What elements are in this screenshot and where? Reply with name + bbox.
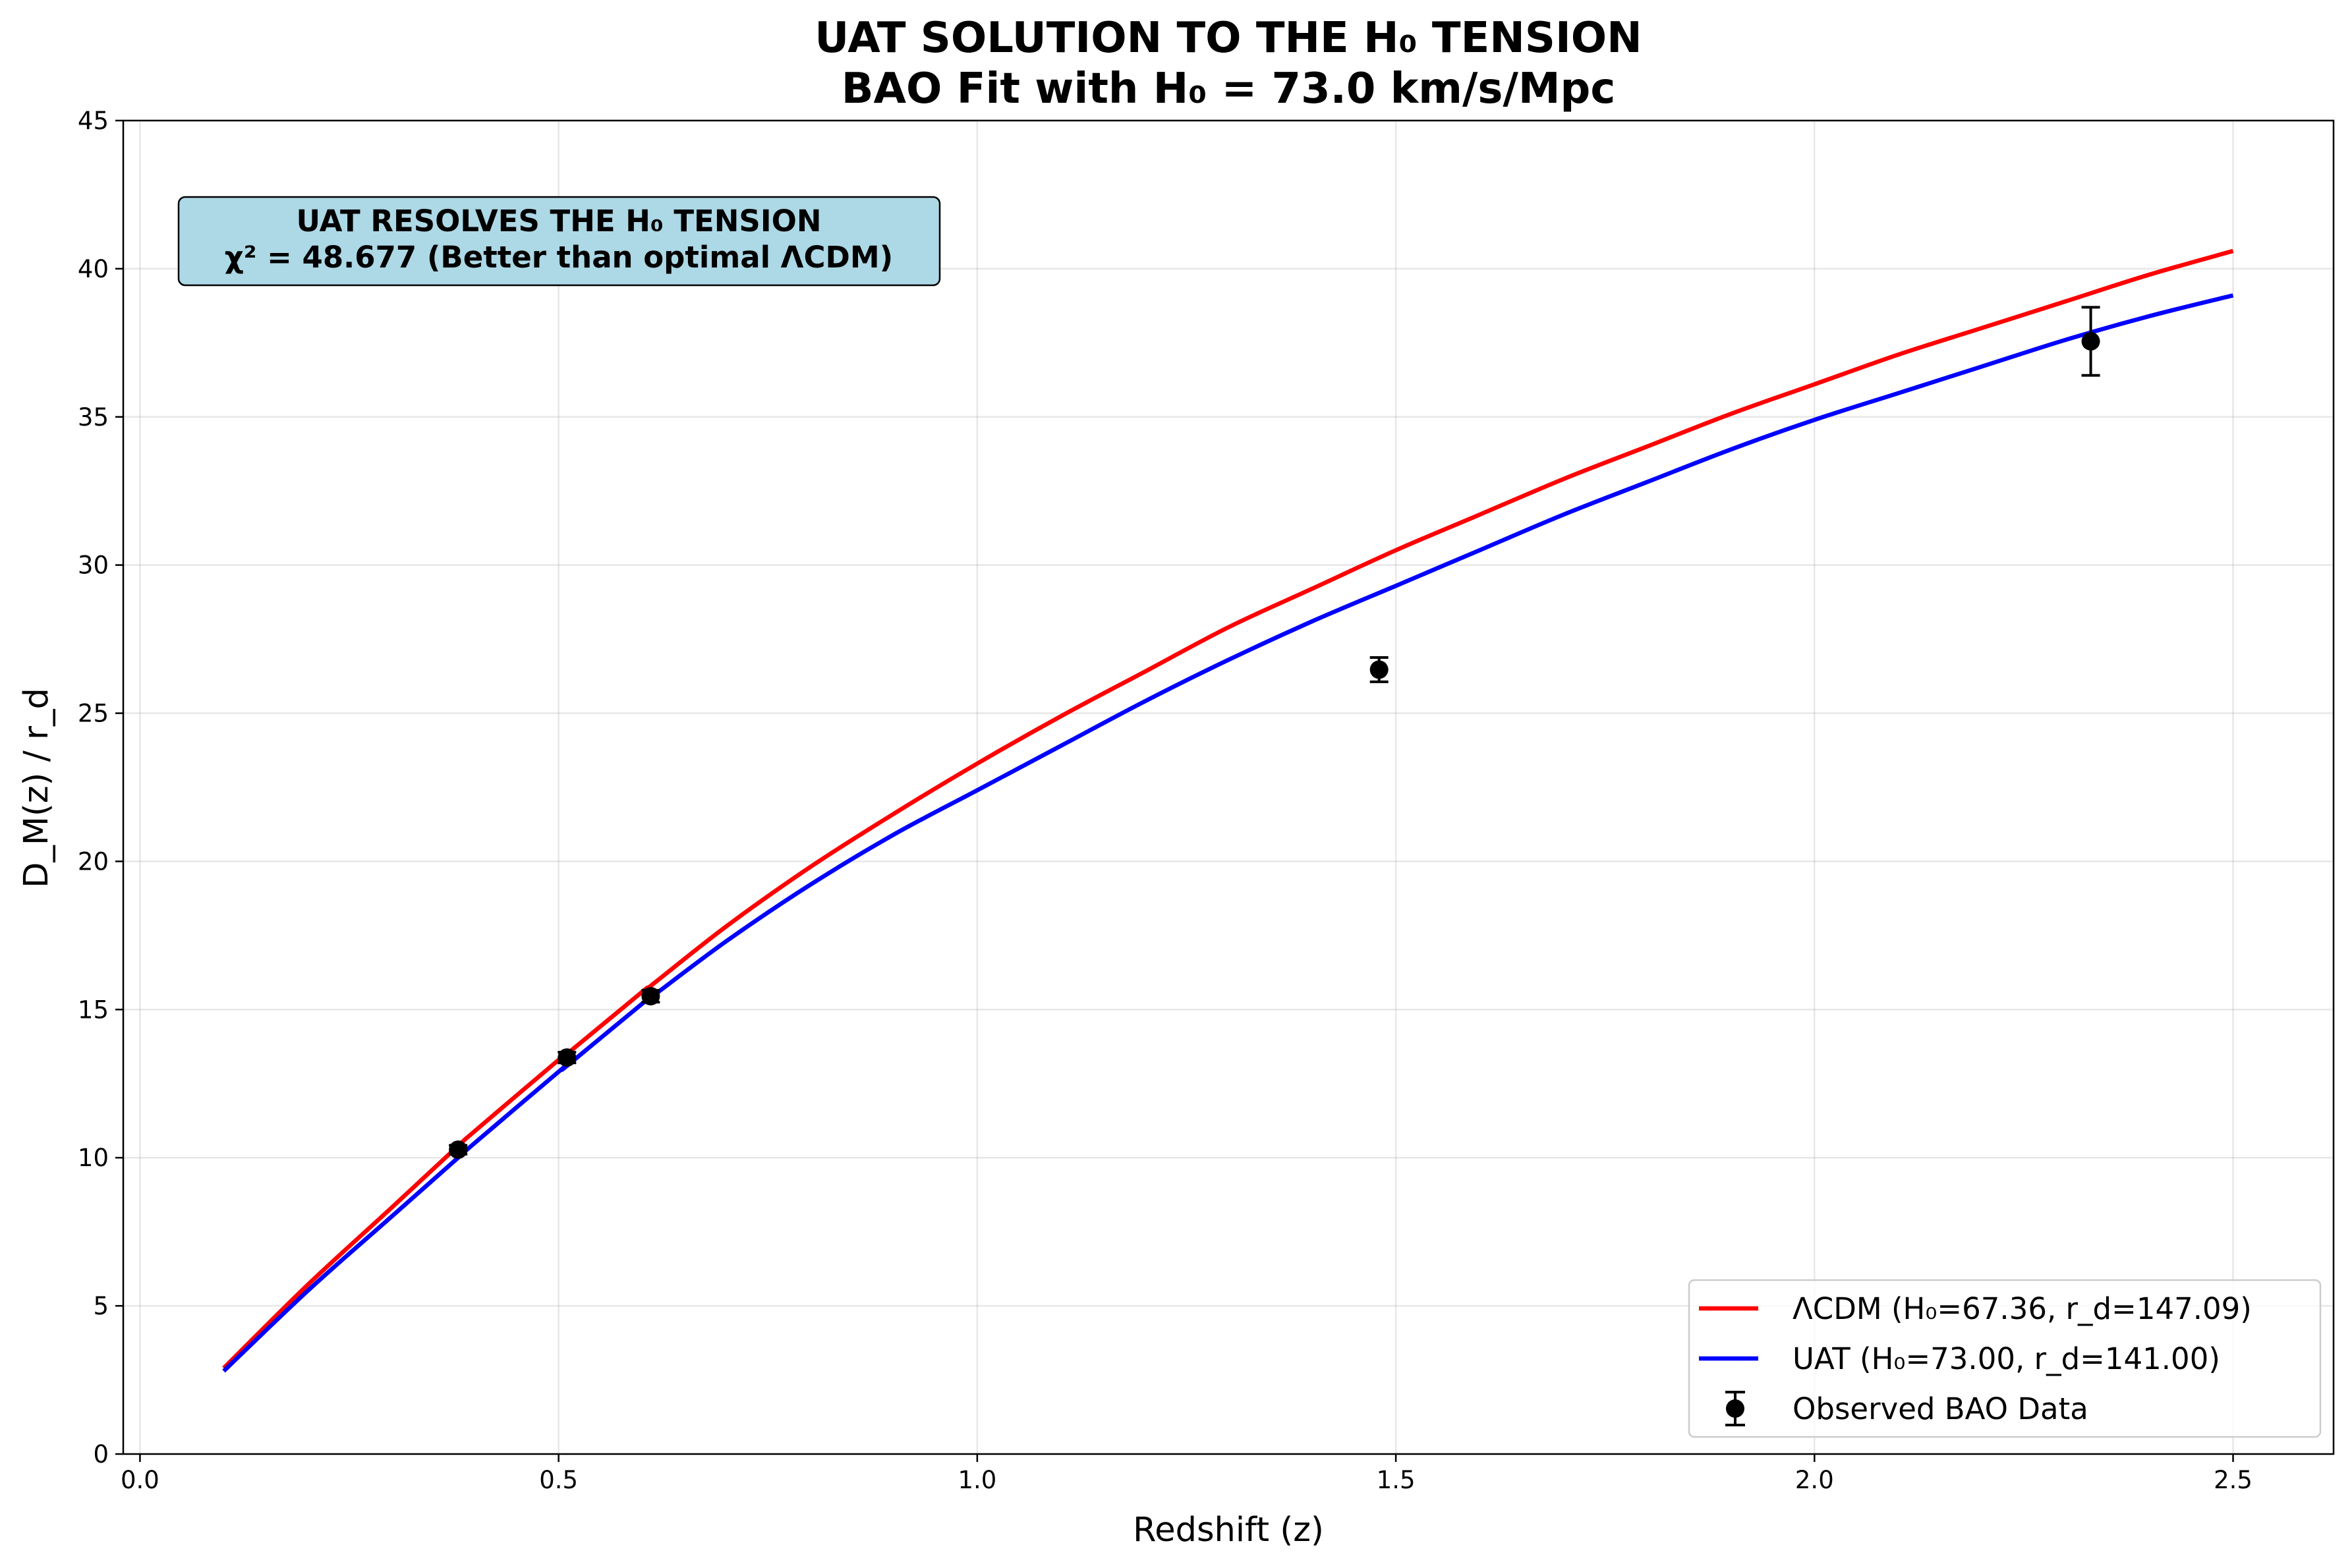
data-marker	[558, 1048, 577, 1067]
data-point	[449, 1140, 468, 1160]
y-tick-label: 20	[78, 847, 109, 876]
legend-frame	[1688, 1279, 2322, 1438]
legend: ΛCDM (H₀=67.36, r_d=147.09) UAT (H₀=73.0…	[1688, 1279, 2322, 1438]
x-tick-label: 1.0	[958, 1466, 996, 1494]
y-tick-label: 0	[93, 1440, 109, 1469]
x-tick-label: 2.5	[2214, 1466, 2252, 1494]
plot-frame	[122, 119, 2335, 1455]
data-marker	[449, 1140, 468, 1160]
annotation-box: UAT RESOLVES THE H₀ TENSION χ² = 48.677 …	[177, 196, 941, 287]
y-tick-label: 25	[78, 700, 109, 728]
data-point	[558, 1048, 577, 1067]
legend-label-uat: UAT (H₀=73.00, r_d=141.00)	[1793, 1341, 2220, 1376]
y-tick-label: 15	[78, 995, 109, 1024]
series-layer	[222, 248, 2234, 1373]
annotation-line-2: χ² = 48.677 (Better than optimal ΛCDM)	[225, 240, 893, 275]
annotation-line-1: UAT RESOLVES THE H₀ TENSION	[297, 204, 822, 238]
annotation-background	[177, 196, 941, 287]
x-tick-label: 2.0	[1795, 1466, 1834, 1494]
y-tick-label: 40	[78, 255, 109, 283]
data-point	[1369, 656, 1389, 683]
data-marker	[641, 987, 660, 1006]
data-marker	[1369, 660, 1389, 679]
data-point	[2081, 306, 2100, 377]
y-tick-label: 45	[78, 107, 109, 135]
x-tick-label: 1.5	[1377, 1466, 1416, 1494]
data-marker	[2081, 332, 2100, 351]
y-tick-label: 30	[78, 551, 109, 580]
y-tick-label: 10	[78, 1144, 109, 1172]
legend-label-observed: Observed BAO Data	[1793, 1391, 2088, 1426]
data-point	[641, 987, 660, 1006]
chart-title: UAT SOLUTION TO THE H₀ TENSION	[815, 14, 1642, 63]
chart-subtitle: BAO Fit with H₀ = 73.0 km/s/Mpc	[842, 65, 1616, 113]
y-tick-label: 5	[93, 1292, 109, 1320]
series-line-uat	[222, 293, 2234, 1373]
series-line-cdm	[222, 248, 2234, 1370]
legend-label-lcdm: ΛCDM (H₀=67.36, r_d=147.09)	[1793, 1291, 2252, 1326]
grid-lines	[123, 119, 2334, 1455]
axis-ticks: 0.0 0.5 1.0 1.5 2.0 2.5 0 5 10 15 20 25 30 35 40 45	[78, 107, 2252, 1494]
legend-marker-observed	[1725, 1391, 1745, 1426]
y-tick-label: 35	[78, 403, 109, 432]
x-tick-label: 0.0	[121, 1466, 159, 1494]
x-tick-label: 0.5	[539, 1466, 578, 1494]
y-axis-label: D_M(z) / r_d	[17, 688, 56, 888]
x-axis-label: Redshift (z)	[1133, 1511, 1324, 1550]
